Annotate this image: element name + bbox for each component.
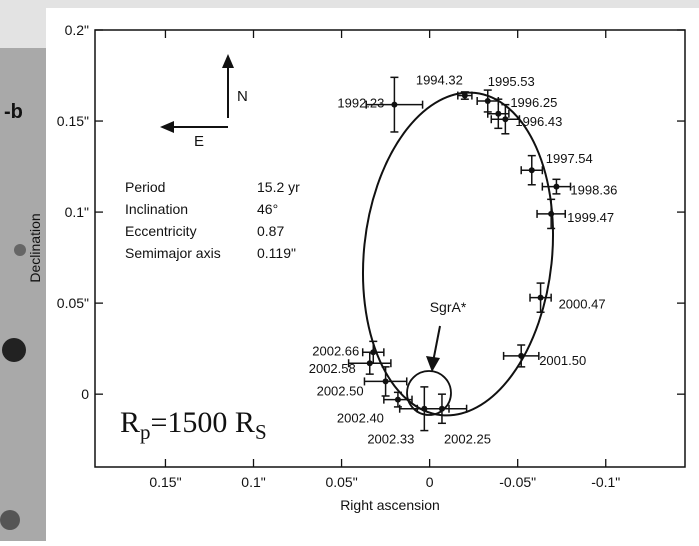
point-label: 2001.50 <box>539 353 586 368</box>
point <box>438 405 445 412</box>
annotation-sub: p <box>140 420 151 444</box>
sgra-circle <box>406 370 452 416</box>
parameter-value: 0.119" <box>257 245 296 261</box>
point-label: 1994.32 <box>416 73 463 88</box>
parameter-label: Eccentricity <box>125 223 197 239</box>
point <box>461 92 468 99</box>
y-axis-label: Declination <box>27 213 43 282</box>
y-tick-label: 0.1" <box>65 204 89 220</box>
point-label: 2002.25 <box>444 432 491 447</box>
background-label: -b <box>4 101 23 123</box>
point-label: 2002.40 <box>337 411 384 426</box>
point <box>484 98 491 105</box>
arrow-head <box>160 121 174 133</box>
point-label: 1997.54 <box>546 151 593 166</box>
blob <box>2 338 26 362</box>
orbit <box>361 91 555 417</box>
parameter-label: Semimajor axis <box>125 245 221 261</box>
parameter-label: Period <box>125 179 165 195</box>
blob <box>0 510 20 530</box>
y-tick-label: 0.15" <box>57 113 89 129</box>
x-tick-label: 0 <box>426 474 434 490</box>
point-label: 2002.50 <box>317 383 364 398</box>
point-label: 2000.47 <box>559 297 606 312</box>
panel <box>46 8 699 541</box>
point-label: 1995.53 <box>488 74 535 89</box>
east-label: E <box>194 133 204 150</box>
point <box>382 378 389 385</box>
x-tick-label: -0.1" <box>591 474 620 490</box>
x-tick-label: 0.15" <box>149 474 181 490</box>
annotation-part: =1500 R <box>151 406 255 439</box>
point-label: 1992.23 <box>337 96 384 111</box>
center-label: SgrA* <box>430 299 467 315</box>
blob <box>14 244 26 256</box>
point <box>518 352 525 359</box>
parameter-value: 46° <box>257 201 278 217</box>
point-label: 1996.43 <box>515 114 562 129</box>
plot-frame <box>94 29 686 468</box>
sgra-arrow <box>432 325 441 363</box>
x-axis-label: Right ascension <box>340 497 440 513</box>
point <box>495 110 502 117</box>
x-tick-label: 0.05" <box>325 474 357 490</box>
point-label: 1999.47 <box>567 210 614 225</box>
point-label: 1998.36 <box>570 183 617 198</box>
annotation-sub: S <box>255 420 267 444</box>
point <box>548 210 555 217</box>
x-tick-label: 0.1" <box>241 474 265 490</box>
parameter-value: 0.87 <box>257 223 284 239</box>
y-tick-label: 0 <box>81 386 89 402</box>
arrow-head <box>426 356 440 372</box>
annotation: Rp=1500 RS <box>120 406 267 444</box>
point <box>366 360 373 367</box>
point-label: 2002.33 <box>367 432 414 447</box>
north-label: N <box>237 88 248 105</box>
point <box>553 183 560 190</box>
background-image <box>0 48 46 541</box>
arrow-head <box>222 54 234 68</box>
parameter-value: 15.2 yr <box>257 179 300 195</box>
parameter-label: Inclination <box>125 201 188 217</box>
point <box>502 116 509 123</box>
y-tick-label: 0.05" <box>57 295 89 311</box>
x-tick-label: -0.05" <box>499 474 536 490</box>
point <box>394 396 401 403</box>
y-tick-label: 0.2" <box>65 22 89 38</box>
point <box>528 167 535 174</box>
point-label: 2002.58 <box>309 361 356 376</box>
point <box>391 101 398 108</box>
annotation-part: R <box>120 406 140 439</box>
point <box>537 294 544 301</box>
point-label: 2002.66 <box>312 343 359 358</box>
point-label: 1996.25 <box>510 95 557 110</box>
